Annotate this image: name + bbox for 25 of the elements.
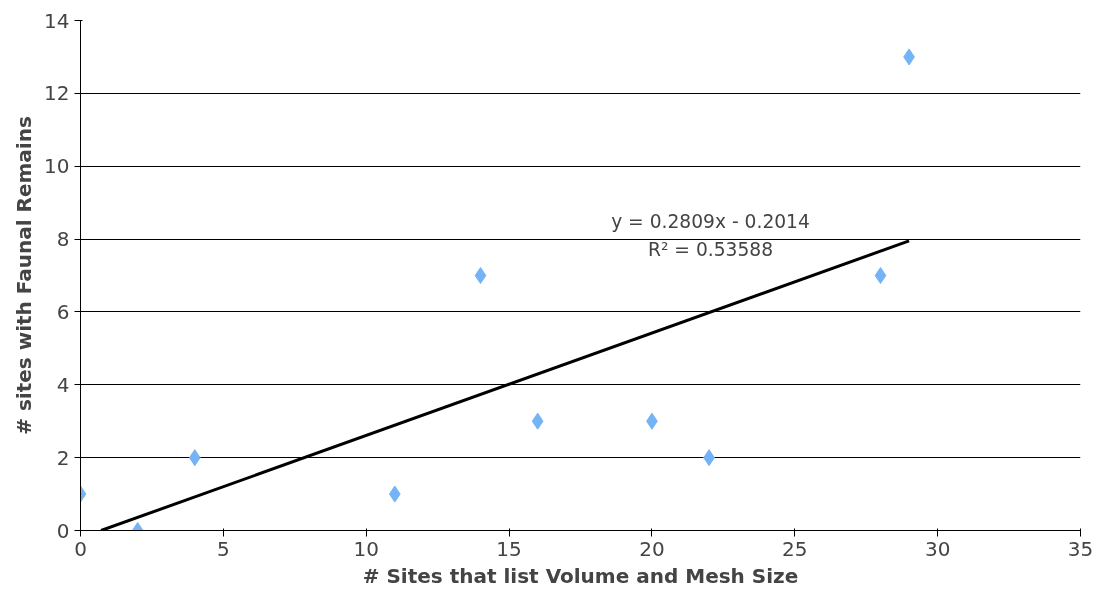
x-tick-label: 10 <box>353 536 379 561</box>
x-tick-label: 30 <box>924 536 951 561</box>
y-axis-title: # sites with Faunal Remains <box>12 116 37 435</box>
annotation: R² = 0.53588 <box>647 239 774 261</box>
point <box>388 485 401 503</box>
y-tick-label: 8 <box>56 227 70 252</box>
y-tick-label: 2 <box>56 445 70 470</box>
y-tick-label: 10 <box>44 154 70 179</box>
point <box>531 412 544 430</box>
y-tick-label: 4 <box>56 372 70 397</box>
y-tick-label: 6 <box>56 299 70 324</box>
point <box>188 449 201 467</box>
y-tick-label: 0 <box>56 518 70 543</box>
x-tick-label: 25 <box>782 536 808 561</box>
point <box>474 267 487 284</box>
y-tick-label: 12 <box>44 81 70 106</box>
point <box>874 267 887 284</box>
x-axis-title: # Sites that list Volume and Mesh Size <box>362 563 799 588</box>
annotation: y = 0.2809x - 0.2014 <box>611 211 810 233</box>
x-tick-label: 20 <box>639 536 665 561</box>
x-tick-label: 5 <box>216 536 230 561</box>
x-tick-label: 0 <box>74 536 87 561</box>
x-tick-label: 15 <box>496 536 522 561</box>
y-tick-label: 14 <box>44 8 70 33</box>
x-tick-label: 35 <box>1067 536 1094 561</box>
